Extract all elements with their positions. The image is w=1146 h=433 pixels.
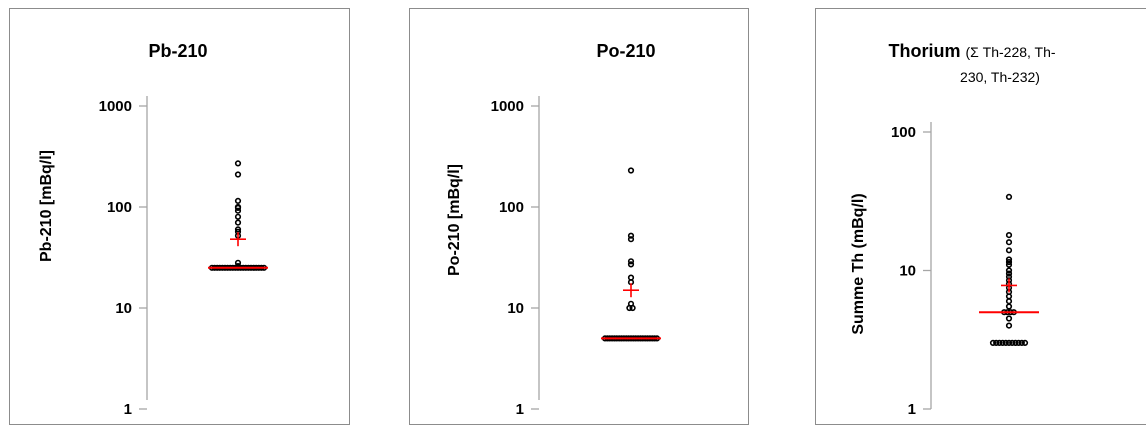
data-point (1009, 339, 1016, 347)
data-point (234, 204, 242, 211)
data-point (234, 213, 242, 220)
data-point (1005, 261, 1013, 268)
data-point (234, 226, 242, 233)
y-axis-label: Po-210 [mBq/l] (446, 164, 463, 276)
data-point (1005, 259, 1013, 266)
data-point (1005, 303, 1013, 310)
chart-panel-thorium: Thorium (Σ Th-228, Th- 230, Th-232) Summe… (815, 8, 1146, 425)
marks: 1 10 100 1000 (491, 98, 661, 418)
data-point (234, 171, 242, 178)
data-point (996, 339, 1003, 347)
data-point (1018, 339, 1025, 347)
chart-svg-po210: Po-210 Po-210 [mBq/l] 1 10 100 1000 (446, 41, 661, 418)
y-tick-label: 10 (115, 300, 132, 317)
chart-subtitle-line2: 230, Th-232) (960, 69, 1040, 85)
chart-panel-pb210: Pb-210 Pb-210 [mBq/l] 1 10 100 1000 (9, 8, 350, 425)
data-point (1002, 339, 1009, 347)
data-point (234, 219, 242, 226)
data-point (1005, 267, 1013, 274)
data-point (1015, 339, 1022, 347)
marks: 1 10 100 (891, 124, 1039, 418)
data-point (1005, 193, 1013, 200)
y-tick-label: 100 (499, 199, 524, 216)
chart-title: Pb-210 (148, 41, 207, 61)
y-tick-label: 1000 (99, 98, 132, 115)
y-axis-label: Pb-210 [mBq/l] (38, 150, 55, 262)
y-tick-label: 1 (124, 401, 132, 418)
data-point (627, 236, 635, 243)
data-point (627, 232, 635, 239)
data-point (1005, 239, 1013, 246)
marks: 1 10 100 1000 (99, 98, 268, 418)
y-tick-label: 10 (899, 263, 916, 280)
data-point (1012, 339, 1019, 347)
chart-title-line1: Thorium (Σ Th-228, Th- (888, 41, 1055, 61)
y-tick-label: 100 (891, 124, 916, 141)
chart-subtitle-line1: (Σ Th-228, Th- (965, 44, 1055, 60)
y-tick-label: 1 (908, 401, 916, 418)
chart-title: Thorium (888, 41, 960, 61)
y-tick-label: 100 (107, 199, 132, 216)
data-point (1005, 247, 1013, 254)
data-point (234, 197, 242, 204)
data-point (989, 339, 997, 347)
y-tick-label: 10 (507, 300, 524, 317)
data-point (234, 160, 242, 167)
chart-panel-po210: Po-210 Po-210 [mBq/l] 1 10 100 1000 (409, 8, 749, 425)
data-point (1021, 339, 1029, 347)
chart-title: Po-210 (596, 41, 655, 61)
data-point (627, 167, 635, 174)
data-point (1005, 322, 1013, 329)
y-tick-label: 1000 (491, 98, 524, 115)
y-axis-label: Summe Th (mBq/l) (850, 193, 867, 334)
data-point (999, 339, 1006, 347)
data-point (1005, 298, 1013, 305)
data-point (629, 304, 636, 312)
chart-svg-pb210: Pb-210 Pb-210 [mBq/l] 1 10 100 1000 (38, 41, 268, 418)
y-tick-label: 1 (516, 401, 524, 418)
data-point (993, 339, 1000, 347)
data-point (626, 304, 633, 312)
data-point (627, 258, 635, 265)
data-point (234, 207, 242, 214)
data-point (627, 261, 635, 268)
data-point (1005, 315, 1013, 322)
data-point (1005, 293, 1013, 300)
data-point (1005, 339, 1013, 347)
data-point (1005, 232, 1013, 239)
data-point (1005, 270, 1013, 277)
chart-svg-thorium: Thorium (Σ Th-228, Th- 230, Th-232) Summe… (850, 41, 1056, 418)
